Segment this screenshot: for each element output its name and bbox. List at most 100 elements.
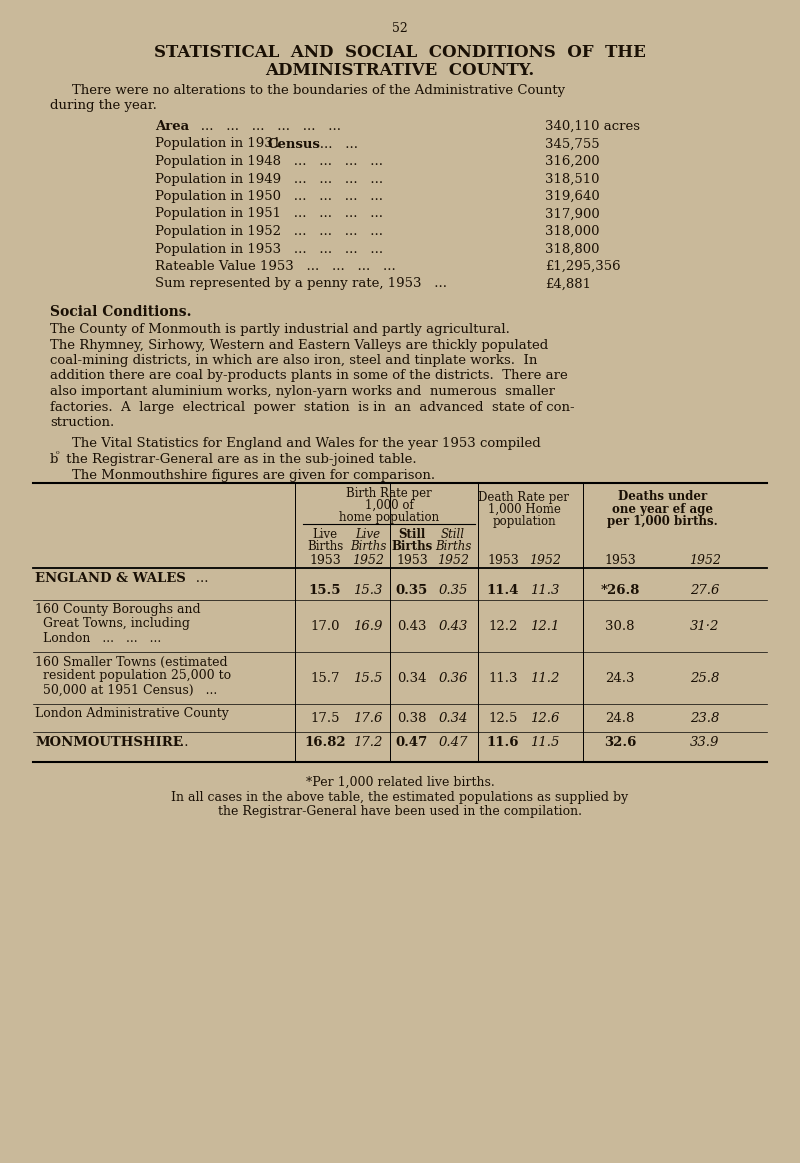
Text: also important aluminium works, nylon-yarn works and  numerous  smaller: also important aluminium works, nylon-ya…	[50, 385, 555, 398]
Text: 1953: 1953	[604, 554, 636, 566]
Text: *Per 1,000 related live births.: *Per 1,000 related live births.	[306, 776, 494, 789]
Text: *26.8: *26.8	[600, 585, 640, 598]
Text: The Rhymney, Sirhowy, Western and Eastern Valleys are thickly populated: The Rhymney, Sirhowy, Western and Easter…	[50, 338, 548, 351]
Text: Live: Live	[355, 528, 381, 541]
Text: 32.6: 32.6	[604, 735, 636, 749]
Text: 1953: 1953	[309, 554, 341, 566]
Text: Population in 1948   ...   ...   ...   ...: Population in 1948 ... ... ... ...	[155, 155, 383, 167]
Text: Births: Births	[391, 540, 433, 552]
Text: 11.3: 11.3	[488, 672, 518, 685]
Text: The County of Monmouth is partly industrial and partly agricultural.: The County of Monmouth is partly industr…	[50, 323, 510, 336]
Text: 12.5: 12.5	[488, 713, 518, 726]
Text: 1952: 1952	[689, 554, 721, 566]
Text: The Monmouthshire figures are given for comparison.: The Monmouthshire figures are given for …	[72, 469, 435, 481]
Text: Great Towns, including: Great Towns, including	[35, 618, 190, 630]
Text: ADMINISTRATIVE  COUNTY.: ADMINISTRATIVE COUNTY.	[266, 62, 534, 79]
Text: 33.9: 33.9	[690, 735, 720, 749]
Text: 11.4: 11.4	[486, 585, 519, 598]
Text: 1953: 1953	[396, 554, 428, 566]
Text: 1,000 Home: 1,000 Home	[487, 502, 561, 515]
Text: 11.5: 11.5	[530, 735, 560, 749]
Text: 16.9: 16.9	[354, 621, 382, 634]
Text: 31·2: 31·2	[690, 621, 720, 634]
Text: 17.2: 17.2	[354, 735, 382, 749]
Text: 318,510: 318,510	[545, 172, 599, 186]
Text: 15.3: 15.3	[354, 585, 382, 598]
Text: ENGLAND & WALES: ENGLAND & WALES	[35, 571, 186, 585]
Text: 345,755: 345,755	[545, 137, 600, 150]
Text: Still: Still	[441, 528, 465, 541]
Text: 30.8: 30.8	[606, 621, 634, 634]
Text: Births: Births	[350, 540, 386, 552]
Text: 15.5: 15.5	[309, 585, 342, 598]
Text: 1953: 1953	[487, 554, 519, 566]
Text: Births: Births	[307, 540, 343, 552]
Text: 17.0: 17.0	[310, 621, 340, 634]
Text: 23.8: 23.8	[690, 713, 720, 726]
Text: Birth Rate per: Birth Rate per	[346, 486, 432, 499]
Text: struction.: struction.	[50, 416, 114, 429]
Text: Population in 1949   ...   ...   ...   ...: Population in 1949 ... ... ... ...	[155, 172, 383, 186]
Text: 0.36: 0.36	[438, 672, 468, 685]
Text: Population in 1953   ...   ...   ...   ...: Population in 1953 ... ... ... ...	[155, 243, 383, 256]
Text: 11.2: 11.2	[530, 672, 560, 685]
Text: 0.34: 0.34	[398, 672, 426, 685]
Text: 11.6: 11.6	[486, 735, 519, 749]
Text: 25.8: 25.8	[690, 672, 720, 685]
Text: London Administrative County: London Administrative County	[35, 707, 229, 721]
Text: ᵒ: ᵒ	[56, 450, 60, 459]
Text: 0.34: 0.34	[438, 713, 468, 726]
Text: population: population	[492, 514, 556, 528]
Text: Still: Still	[398, 528, 426, 541]
Text: 16.82: 16.82	[304, 735, 346, 749]
Text: Area: Area	[155, 120, 189, 133]
Text: 318,000: 318,000	[545, 224, 599, 238]
Text: Population in 1931: Population in 1931	[155, 137, 286, 150]
Text: 24.3: 24.3	[606, 672, 634, 685]
Text: 319,640: 319,640	[545, 190, 600, 204]
Text: 1,000 of: 1,000 of	[365, 499, 414, 512]
Text: Sum represented by a penny rate, 1953   ...: Sum represented by a penny rate, 1953 ..…	[155, 278, 447, 291]
Text: ...: ...	[183, 571, 209, 585]
Text: 340,110 acres: 340,110 acres	[545, 120, 640, 133]
Text: The Vital Statistics for England and Wales for the year 1953 compiled: The Vital Statistics for England and Wal…	[72, 437, 541, 450]
Text: during the year.: during the year.	[50, 99, 157, 112]
Text: Population in 1951   ...   ...   ...   ...: Population in 1951 ... ... ... ...	[155, 207, 383, 221]
Text: 1952: 1952	[352, 554, 384, 566]
Text: 12.6: 12.6	[530, 713, 560, 726]
Text: 27.6: 27.6	[690, 585, 720, 598]
Text: 12.2: 12.2	[488, 621, 518, 634]
Text: Deaths under: Deaths under	[618, 491, 707, 504]
Text: ...   ...   ...   ...   ...   ...: ... ... ... ... ... ...	[188, 120, 341, 133]
Text: In all cases in the above table, the estimated populations as supplied by: In all cases in the above table, the est…	[171, 791, 629, 804]
Text: home population: home population	[339, 511, 439, 523]
Text: Death Rate per: Death Rate per	[478, 491, 570, 504]
Text: Population in 1952   ...   ...   ...   ...: Population in 1952 ... ... ... ...	[155, 224, 383, 238]
Text: 0.35: 0.35	[396, 585, 428, 598]
Text: Social Conditions.: Social Conditions.	[50, 305, 191, 319]
Text: the Registrar-General have been used in the compilation.: the Registrar-General have been used in …	[218, 806, 582, 819]
Text: 52: 52	[392, 22, 408, 35]
Text: 160 Smaller Towns (estimated: 160 Smaller Towns (estimated	[35, 656, 228, 669]
Text: 11.3: 11.3	[530, 585, 560, 598]
Text: per 1,000 births.: per 1,000 births.	[607, 514, 718, 528]
Text: 24.8: 24.8	[606, 713, 634, 726]
Text: Population in 1950   ...   ...   ...   ...: Population in 1950 ... ... ... ...	[155, 190, 383, 204]
Text: b: b	[50, 454, 58, 466]
Text: 316,200: 316,200	[545, 155, 600, 167]
Text: Births: Births	[435, 540, 471, 552]
Text: 50,000 at 1951 Census)   ...: 50,000 at 1951 Census) ...	[35, 684, 218, 697]
Text: 1952: 1952	[437, 554, 469, 566]
Text: £1,295,356: £1,295,356	[545, 261, 621, 273]
Text: 0.47: 0.47	[438, 735, 468, 749]
Text: coal-mining districts, in which are also iron, steel and tinplate works.  In: coal-mining districts, in which are also…	[50, 354, 538, 368]
Text: 318,800: 318,800	[545, 243, 599, 256]
Text: London   ...   ...   ...: London ... ... ...	[35, 632, 162, 644]
Text: factories.  A  large  electrical  power  station  is in  an  advanced  state of : factories. A large electrical power stat…	[50, 400, 574, 414]
Text: STATISTICAL  AND  SOCIAL  CONDITIONS  OF  THE: STATISTICAL AND SOCIAL CONDITIONS OF THE	[154, 44, 646, 60]
Text: 1952: 1952	[529, 554, 561, 566]
Text: There were no alterations to the boundaries of the Administrative County: There were no alterations to the boundar…	[72, 84, 565, 97]
Text: Live: Live	[313, 528, 338, 541]
Text: Census: Census	[268, 137, 321, 150]
Text: 17.5: 17.5	[310, 713, 340, 726]
